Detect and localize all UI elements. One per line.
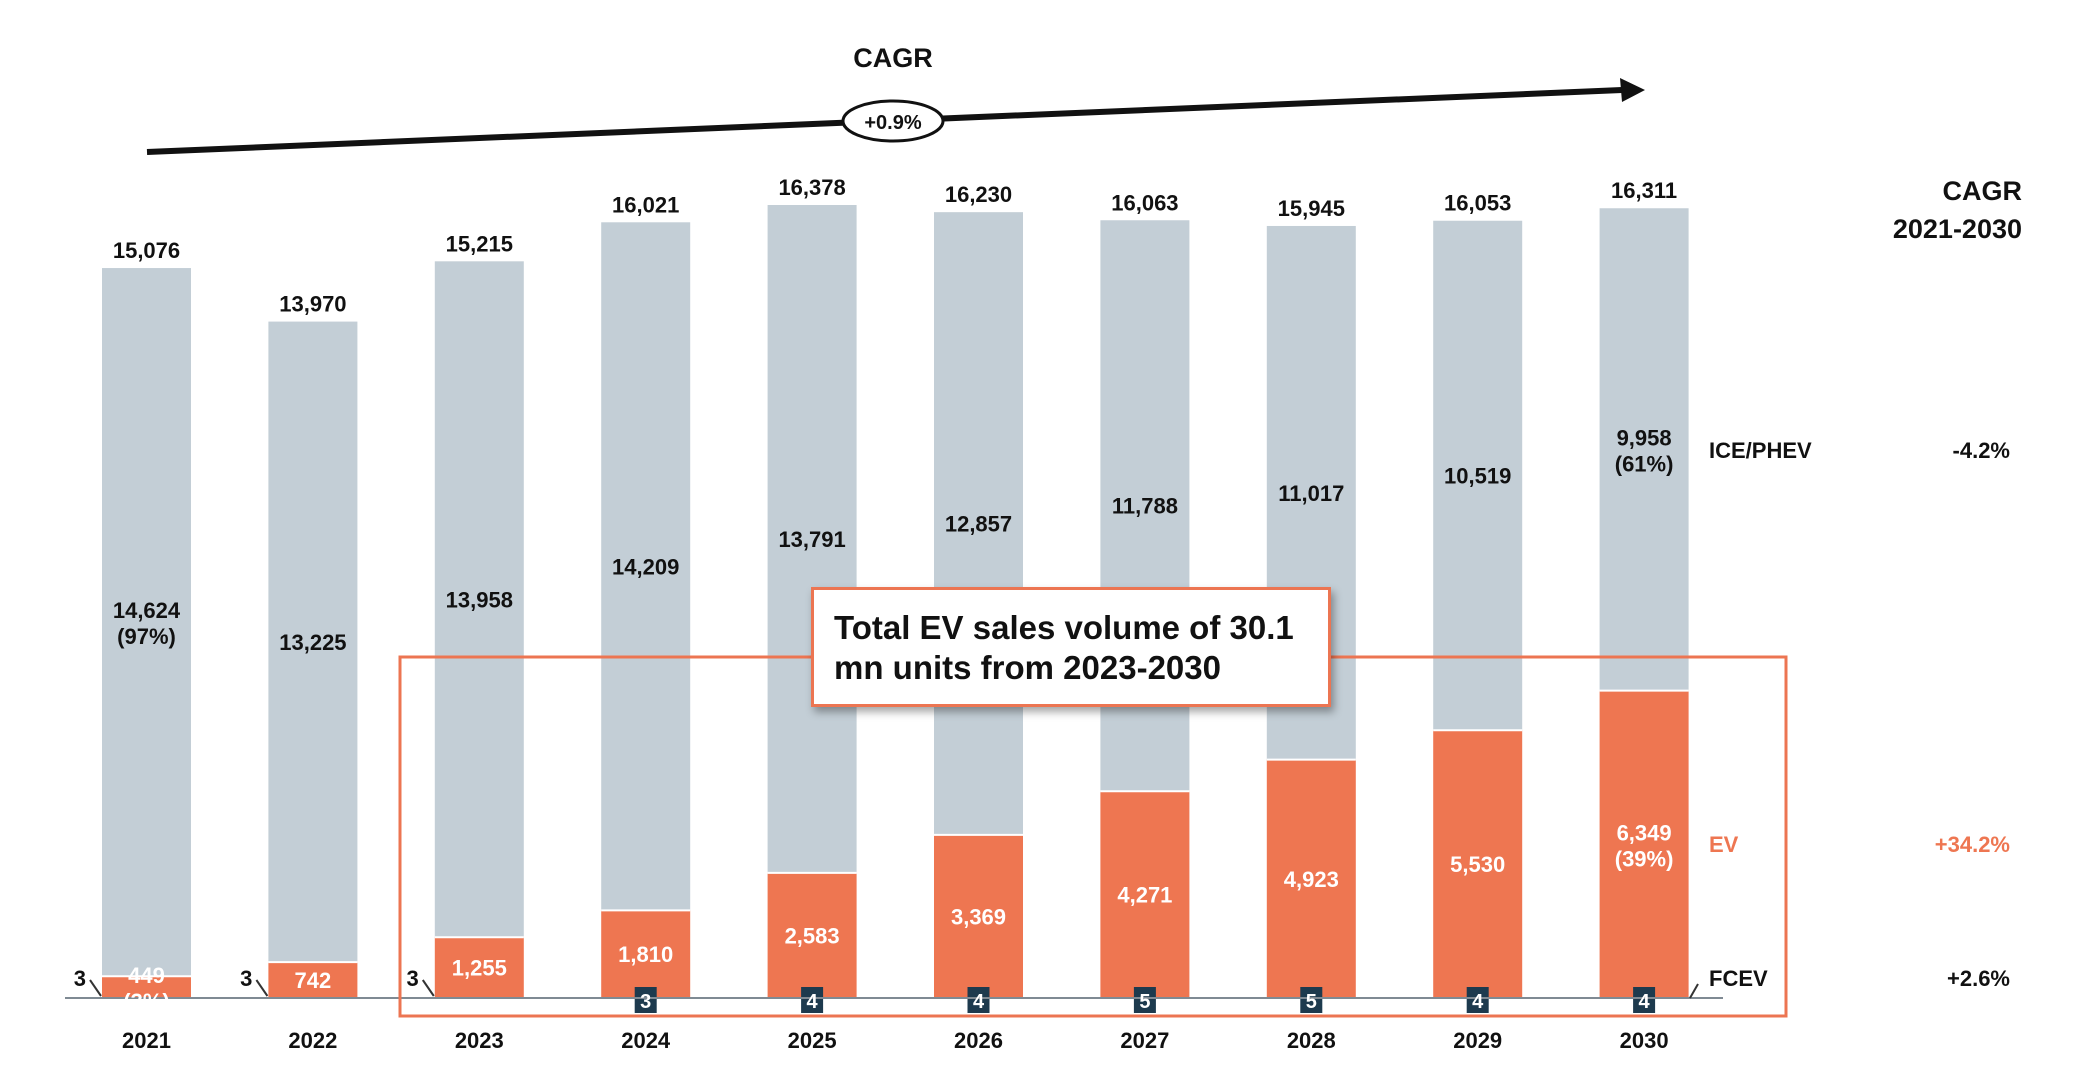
ice-bar-2030 [1599, 208, 1689, 691]
fcev-side-leader [1689, 983, 1699, 999]
ice-label-2026: 12,857 [945, 512, 1012, 537]
ev-share-2021: (3%) [123, 989, 169, 1014]
fcev-label-2029: 4 [1472, 991, 1484, 1013]
fcev-leader-2023 [421, 979, 435, 997]
year-label-2024: 2024 [621, 1028, 671, 1053]
fcev-label-2024: 3 [640, 991, 651, 1013]
series-label-fcev: FCEV [1709, 966, 1768, 991]
series-cagr-fcev: +2.6% [1947, 966, 2010, 991]
ev-label-2030: 6,349 [1617, 820, 1672, 845]
fcev-box-2027 [1133, 987, 1156, 1013]
cagr-oval-value: +0.9% [864, 112, 921, 134]
fcev-label-2028: 5 [1306, 991, 1317, 1013]
ev-label-2023: 1,255 [452, 956, 507, 981]
series-label-ice-phev: ICE/PHEV [1709, 438, 1812, 463]
fcev-label-2025: 4 [807, 991, 819, 1013]
series-label-ev: EV [1709, 832, 1739, 857]
total-label-2028: 15,945 [1278, 196, 1345, 221]
cagr-column-title-2: 2021-2030 [1893, 214, 2022, 244]
cagr-arrow-head [1620, 78, 1645, 102]
ice-bar-2025 [767, 205, 857, 873]
year-label-2021: 2021 [122, 1028, 171, 1053]
ice-label-2024: 14,209 [612, 554, 679, 579]
fcev-label-2021: 3 [74, 966, 86, 991]
ice-label-2028: 11,017 [1278, 481, 1344, 506]
total-label-2023: 15,215 [446, 231, 513, 256]
cagr-oval [841, 99, 945, 143]
total-label-2026: 16,230 [945, 182, 1012, 207]
ice-bar-2029 [1433, 220, 1523, 731]
ice-label-2030: 9,958 [1617, 425, 1672, 450]
ev-bar-2023 [434, 937, 524, 998]
year-label-2026: 2026 [954, 1028, 1003, 1053]
total-label-2029: 16,053 [1444, 191, 1511, 216]
ev-bar-2029 [1433, 730, 1523, 998]
fcev-label-2027: 5 [1139, 991, 1150, 1013]
ev-bar-2021 [102, 976, 191, 998]
ev-label-2022: 742 [295, 968, 332, 993]
ice-bar-2021 [102, 268, 191, 977]
year-label-2025: 2025 [788, 1028, 837, 1053]
ice-label-2027: 11,788 [1112, 494, 1178, 519]
year-label-2030: 2030 [1620, 1028, 1669, 1053]
ev-label-2027: 4,271 [1117, 883, 1172, 908]
year-label-2027: 2027 [1120, 1028, 1169, 1053]
ice-label-2023: 13,958 [446, 587, 513, 612]
ice-label-2021: 14,624 [113, 598, 181, 623]
ice-label-2022: 13,225 [279, 630, 346, 655]
fcev-label-2026: 4 [973, 991, 985, 1013]
total-label-2022: 13,970 [279, 292, 346, 317]
ev-callout-box: Total EV sales volume of 30.1 mn units f… [811, 587, 1331, 707]
ice-label-2025: 13,791 [778, 527, 845, 552]
year-label-2023: 2023 [455, 1028, 504, 1053]
total-label-2030: 16,311 [1611, 178, 1677, 203]
ev-label-2028: 4,923 [1284, 867, 1339, 892]
ev-bar-2024 [601, 910, 691, 998]
ice-label-2029: 10,519 [1444, 463, 1511, 488]
ice-share-2021: (97%) [117, 624, 176, 649]
ice-bar-2022 [268, 321, 358, 963]
ev-label-2025: 2,583 [785, 923, 840, 948]
fcev-leader-2021 [89, 979, 102, 997]
ice-bar-2024 [601, 222, 691, 911]
fcev-label-2023: 3 [407, 966, 419, 991]
fcev-leader-2022 [255, 979, 269, 997]
fcev-label-2022: 3 [240, 966, 252, 991]
ev-bar-2026 [934, 834, 1023, 998]
ev-label-2024: 1,810 [618, 942, 673, 967]
ice-share-2030: (61%) [1615, 451, 1674, 476]
cagr-title: CAGR [853, 43, 933, 73]
ice-bar-2026 [934, 212, 1023, 835]
total-label-2024: 16,021 [612, 192, 679, 217]
ev-bar-2030 [1599, 690, 1689, 998]
year-label-2028: 2028 [1287, 1028, 1336, 1053]
fcev-box-2028 [1300, 987, 1323, 1013]
year-label-2029: 2029 [1453, 1028, 1502, 1053]
total-label-2025: 16,378 [778, 175, 845, 200]
fcev-box-2029 [1466, 987, 1489, 1013]
fcev-box-2030 [1633, 987, 1656, 1013]
ev-bar-2022 [268, 962, 358, 998]
ev-label-2026: 3,369 [951, 904, 1006, 929]
ev-label-2029: 5,530 [1450, 852, 1505, 877]
total-label-2021: 15,076 [113, 238, 180, 263]
ev-share-2030: (39%) [1615, 846, 1674, 871]
fcev-box-2026 [967, 987, 990, 1013]
ev-bar-2028 [1266, 759, 1356, 998]
fcev-box-2025 [801, 987, 824, 1013]
ev-label-2021: 449 [128, 963, 165, 988]
ice-bar-2023 [434, 261, 524, 938]
fcev-label-2030: 4 [1639, 991, 1651, 1013]
ev-bar-2025 [767, 872, 857, 998]
cagr-column-title-1: CAGR [1943, 176, 2023, 206]
fcev-box-2024 [634, 987, 657, 1013]
series-cagr-ev: +34.2% [1935, 832, 2010, 857]
series-cagr-ice-phev: -4.2% [1953, 438, 2010, 463]
year-label-2022: 2022 [288, 1028, 337, 1053]
total-label-2027: 16,063 [1111, 190, 1178, 215]
ev-bar-2027 [1100, 791, 1190, 998]
